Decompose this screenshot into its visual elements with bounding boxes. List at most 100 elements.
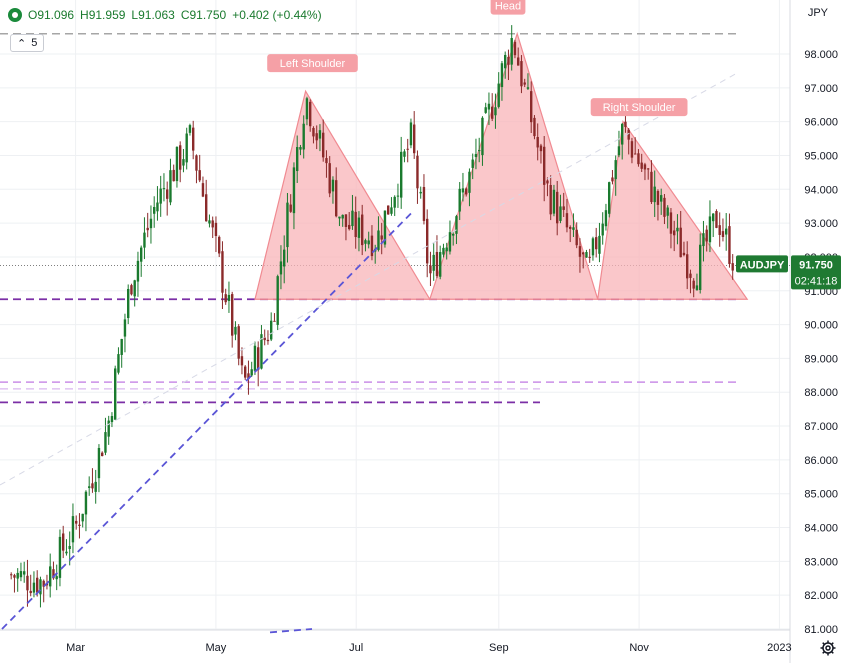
candle-body: [169, 170, 172, 203]
candle-body: [702, 233, 705, 247]
candle-body: [331, 179, 335, 192]
candle-body: [26, 575, 29, 591]
candle-body: [666, 207, 669, 216]
candle-body: [315, 133, 318, 141]
candle-body: [543, 146, 546, 185]
candle-body: [413, 124, 416, 154]
visibility-icon[interactable]: [8, 8, 22, 22]
candle-body: [721, 231, 725, 237]
period-selector[interactable]: ⌃ 5: [10, 34, 45, 52]
candle-body: [364, 240, 367, 244]
candle-body: [188, 125, 192, 133]
channel-line: [0, 73, 736, 486]
gear-icon[interactable]: [820, 640, 836, 656]
candle-body: [504, 54, 507, 69]
candle-body: [29, 590, 32, 594]
price-badges: AUDJPY 91.750 02:41:18: [736, 255, 841, 290]
candle-body: [257, 347, 260, 370]
candle-body: [361, 214, 364, 246]
candle-body: [91, 483, 94, 489]
price-axis[interactable]: 81.000 82.000 83.000 84.000 85.000 86.000 87.0…: [804, 49, 838, 636]
candle-body: [149, 218, 153, 229]
candle-body: [604, 210, 608, 227]
candle-body: [380, 235, 383, 240]
candle-body: [578, 246, 582, 257]
candle-body: [107, 420, 110, 437]
candle-body: [234, 326, 237, 335]
candle-body: [198, 170, 201, 181]
candle-body: [565, 213, 569, 228]
price-tick-label: 83.000: [804, 556, 838, 568]
left-shoulder-triangle: [254, 89, 431, 300]
right-shoulder-label-bg: [590, 98, 688, 117]
time-tick-label: Nov: [629, 642, 649, 654]
candle-body: [621, 123, 624, 145]
candle-body: [575, 229, 578, 246]
candle-body: [283, 249, 286, 267]
candle-body: [708, 216, 712, 243]
candle-body: [695, 285, 699, 291]
candle-body: [546, 180, 549, 184]
candle-body: [68, 545, 71, 549]
price-badge: [791, 255, 841, 290]
price-tick-label: 87.000: [804, 421, 838, 433]
candle-body: [650, 171, 653, 203]
candle-body: [715, 211, 718, 228]
candle-body: [481, 117, 484, 156]
candle-body: [552, 189, 556, 214]
time-tick-label: Sep: [489, 642, 509, 654]
candle-body: [172, 169, 175, 182]
candle-body: [182, 159, 185, 166]
candle-body: [81, 513, 84, 522]
candle-body: [185, 133, 188, 163]
candle-body: [461, 188, 465, 193]
candle-body: [286, 202, 289, 248]
candle-body: [36, 577, 39, 593]
candle-body: [419, 191, 422, 194]
candle-body: [403, 151, 406, 157]
candle-body: [494, 107, 497, 116]
low-value: L91.063: [131, 8, 175, 22]
candle-body: [478, 150, 481, 152]
candle-body: [556, 191, 559, 224]
candle-body: [357, 217, 361, 238]
candle-body: [406, 148, 409, 150]
head-label-bg: [490, 0, 526, 15]
candle-body: [260, 334, 263, 369]
candle-body: [569, 226, 572, 229]
candle-body: [429, 265, 432, 274]
symbol-badge-text: AUDJPY: [740, 259, 785, 271]
open-value: O91.096: [28, 8, 75, 22]
candle-body: [299, 147, 302, 150]
candle-body: [689, 273, 692, 278]
candle-body: [136, 260, 140, 282]
candle-body: [559, 206, 562, 221]
candle-body: [484, 107, 487, 113]
period-value: 5: [31, 37, 38, 49]
candle-body: [390, 207, 393, 214]
candle-body: [598, 235, 601, 254]
time-axis[interactable]: Mar May Jul Sep Nov 2023: [66, 642, 792, 654]
left-shoulder-label-bg: [267, 54, 358, 73]
candle-body: [162, 188, 166, 190]
candle-body: [13, 575, 16, 578]
candle-body: [153, 206, 156, 214]
candle-body: [474, 154, 478, 157]
candle-body: [341, 214, 344, 219]
candle-body: [377, 230, 380, 250]
head-label: Head: [495, 1, 521, 13]
candle-body: [624, 121, 627, 127]
candle-body: [75, 520, 78, 524]
ohlc-legend: O91.096 H91.959 L91.063 C91.750 +0.402 (…: [8, 8, 322, 22]
price-tick-label: 82.000: [804, 590, 838, 602]
candle-body: [221, 251, 224, 293]
candle-body: [393, 196, 396, 208]
candle-body: [585, 252, 588, 258]
collapse-icon[interactable]: ⌃: [17, 37, 27, 50]
candle-body: [510, 38, 513, 65]
candle-body: [159, 188, 162, 204]
candle-body: [653, 186, 656, 203]
candle-body: [627, 129, 630, 140]
candle-body: [367, 240, 370, 245]
